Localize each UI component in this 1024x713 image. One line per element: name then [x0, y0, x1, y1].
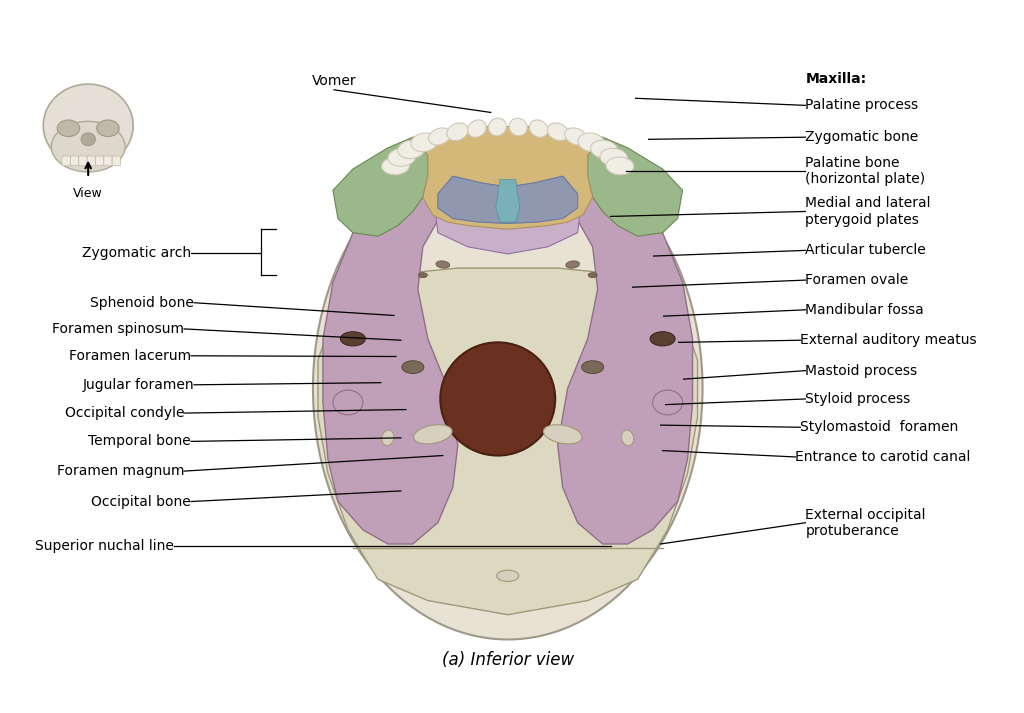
- Text: Palatine process: Palatine process: [806, 98, 919, 113]
- Ellipse shape: [96, 120, 119, 137]
- Polygon shape: [413, 127, 603, 229]
- Ellipse shape: [388, 148, 416, 166]
- Ellipse shape: [588, 272, 597, 277]
- Polygon shape: [558, 190, 692, 544]
- Ellipse shape: [650, 332, 675, 346]
- FancyBboxPatch shape: [113, 156, 121, 166]
- Text: Styloid process: Styloid process: [806, 392, 910, 406]
- Text: Entrance to carotid canal: Entrance to carotid canal: [796, 450, 971, 464]
- Ellipse shape: [468, 120, 486, 138]
- Ellipse shape: [564, 128, 587, 145]
- Ellipse shape: [313, 137, 702, 640]
- Ellipse shape: [340, 332, 366, 346]
- FancyBboxPatch shape: [95, 156, 103, 166]
- Text: Foramen spinosum: Foramen spinosum: [52, 322, 184, 336]
- Text: External auditory meatus: External auditory meatus: [801, 333, 977, 347]
- Text: Occipital bone: Occipital bone: [91, 495, 191, 508]
- Text: Vomer: Vomer: [311, 73, 356, 88]
- Ellipse shape: [51, 121, 125, 172]
- Ellipse shape: [509, 118, 527, 135]
- Text: Mandibular fossa: Mandibular fossa: [806, 303, 925, 317]
- Ellipse shape: [398, 140, 425, 158]
- Ellipse shape: [333, 390, 362, 415]
- FancyBboxPatch shape: [71, 156, 79, 166]
- FancyBboxPatch shape: [87, 156, 95, 166]
- Ellipse shape: [382, 157, 410, 175]
- Polygon shape: [323, 190, 458, 544]
- Ellipse shape: [600, 148, 628, 166]
- FancyBboxPatch shape: [62, 156, 71, 166]
- Text: Foramen magnum: Foramen magnum: [56, 464, 184, 478]
- FancyBboxPatch shape: [79, 156, 87, 166]
- Text: Jugular foramen: Jugular foramen: [83, 378, 195, 392]
- Text: Articular tubercle: Articular tubercle: [806, 243, 926, 257]
- Polygon shape: [496, 180, 520, 222]
- Ellipse shape: [529, 120, 548, 138]
- Ellipse shape: [446, 123, 468, 140]
- Ellipse shape: [652, 390, 683, 415]
- Text: (a) Inferior view: (a) Inferior view: [441, 651, 573, 670]
- Ellipse shape: [81, 133, 95, 145]
- Ellipse shape: [401, 361, 424, 374]
- Ellipse shape: [414, 425, 452, 444]
- Ellipse shape: [582, 361, 604, 374]
- Polygon shape: [588, 137, 683, 236]
- Ellipse shape: [429, 128, 451, 145]
- Text: Stylomastoid  foramen: Stylomastoid foramen: [801, 420, 958, 434]
- Ellipse shape: [382, 430, 394, 446]
- Ellipse shape: [606, 157, 634, 175]
- Text: Sphenoid bone: Sphenoid bone: [90, 296, 195, 309]
- Text: Mastoid process: Mastoid process: [806, 364, 918, 378]
- Ellipse shape: [411, 133, 437, 152]
- Text: View: View: [74, 187, 103, 200]
- Ellipse shape: [436, 261, 450, 268]
- Text: External occipital
protuberance: External occipital protuberance: [806, 508, 926, 538]
- Ellipse shape: [591, 140, 617, 158]
- Ellipse shape: [622, 430, 634, 446]
- Ellipse shape: [548, 123, 568, 140]
- Text: Zygomatic bone: Zygomatic bone: [806, 130, 919, 144]
- Text: Maxilla:: Maxilla:: [806, 72, 866, 86]
- Ellipse shape: [488, 118, 507, 135]
- Text: Foramen lacerum: Foramen lacerum: [69, 349, 191, 363]
- Text: Superior nuchal line: Superior nuchal line: [35, 539, 174, 553]
- Text: Foramen ovale: Foramen ovale: [806, 273, 908, 287]
- Ellipse shape: [544, 425, 582, 444]
- Ellipse shape: [419, 272, 427, 277]
- Text: Medial and lateral
pterygoid plates: Medial and lateral pterygoid plates: [806, 196, 931, 227]
- Polygon shape: [317, 268, 697, 615]
- Text: Occipital condyle: Occipital condyle: [65, 406, 184, 420]
- FancyBboxPatch shape: [103, 156, 112, 166]
- Ellipse shape: [43, 84, 133, 167]
- Polygon shape: [433, 169, 583, 254]
- Polygon shape: [333, 137, 428, 236]
- Text: Zygomatic arch: Zygomatic arch: [82, 245, 191, 260]
- Ellipse shape: [566, 261, 580, 268]
- Polygon shape: [438, 176, 578, 223]
- Ellipse shape: [578, 133, 604, 152]
- Text: Temporal bone: Temporal bone: [88, 434, 191, 448]
- Ellipse shape: [440, 342, 555, 456]
- Ellipse shape: [57, 120, 80, 137]
- Ellipse shape: [497, 570, 519, 582]
- Text: Palatine bone
(horizontal plate): Palatine bone (horizontal plate): [806, 156, 926, 186]
